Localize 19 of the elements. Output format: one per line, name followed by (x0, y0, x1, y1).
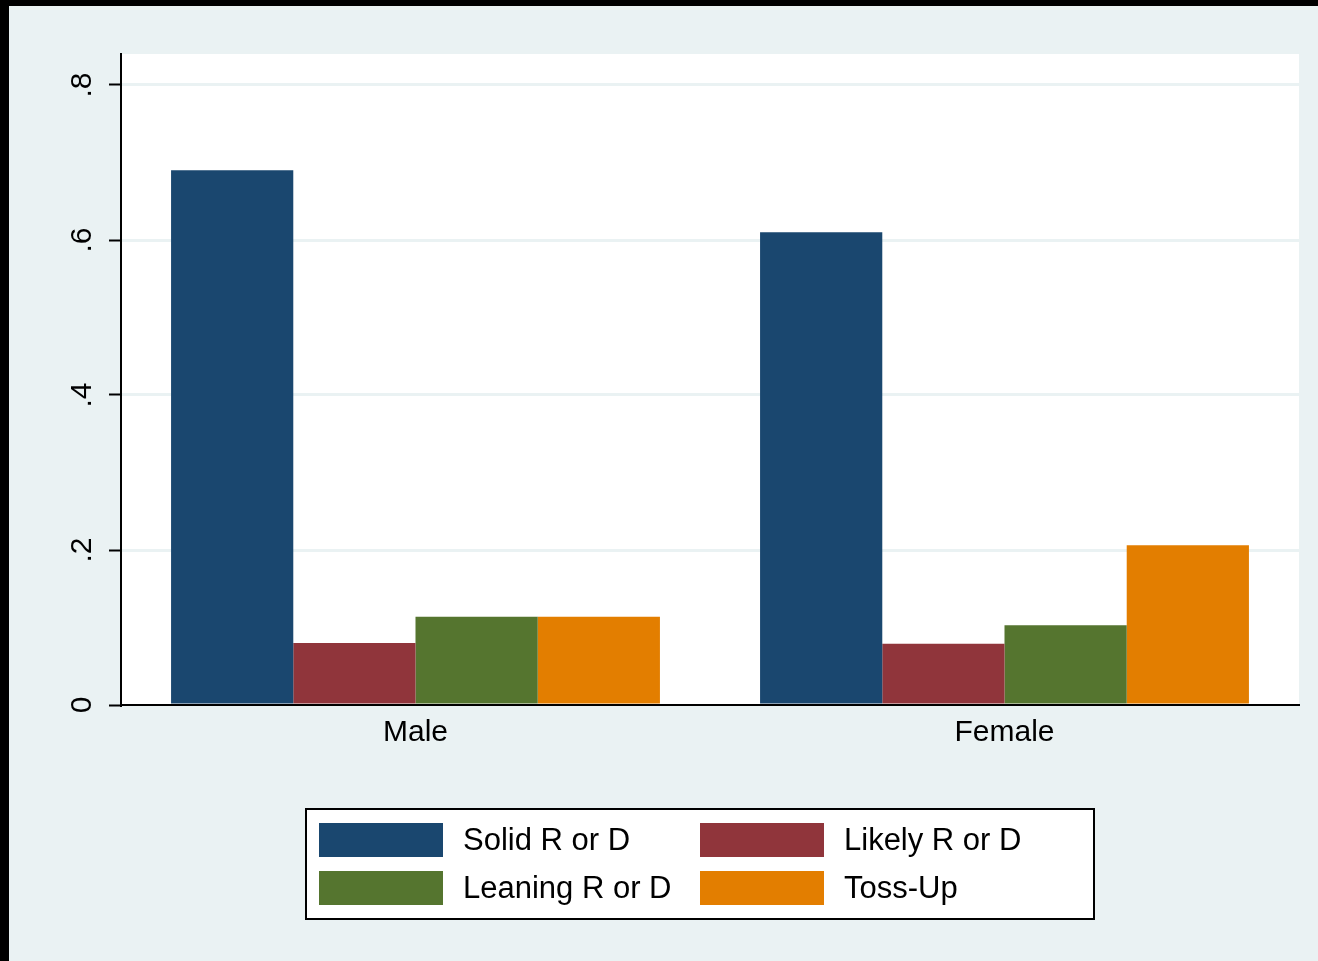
bar (1004, 625, 1127, 704)
x-tick-label: Male (382, 714, 449, 748)
legend-label: Toss-Up (844, 870, 958, 906)
bar (293, 643, 416, 704)
bar (760, 232, 883, 704)
bar (537, 616, 660, 704)
y-tick-label: .6 (64, 227, 98, 253)
bar (171, 170, 294, 704)
bar (1126, 545, 1249, 704)
y-tick-label: .8 (64, 72, 98, 98)
y-tick-label: 0 (64, 696, 98, 714)
legend-label: Likely R or D (844, 822, 1022, 858)
y-tick-label: .4 (64, 382, 98, 408)
bar (415, 616, 538, 704)
legend-label: Leaning R or D (463, 870, 672, 906)
y-tick-label: .2 (64, 537, 98, 563)
x-tick-label: Female (954, 714, 1055, 748)
legend-label: Solid R or D (463, 822, 631, 858)
bar (882, 643, 1005, 704)
